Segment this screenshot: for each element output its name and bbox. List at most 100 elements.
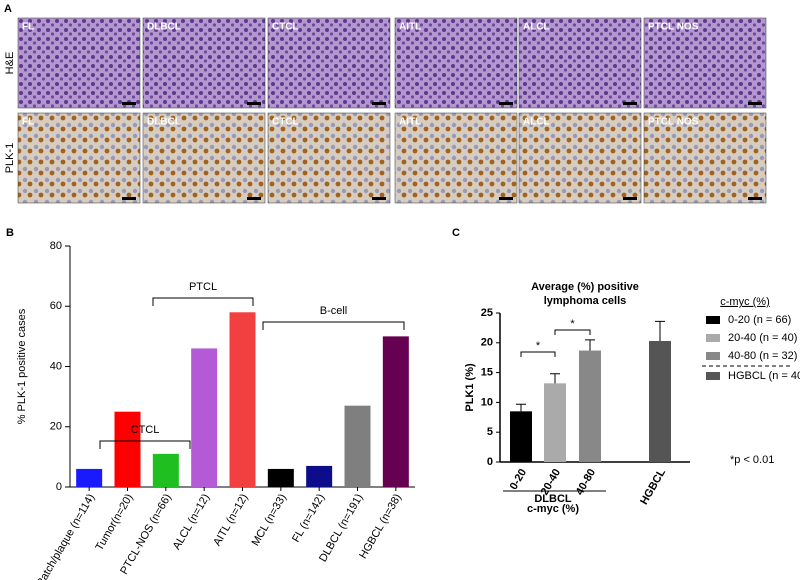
y-tick-label: 40 <box>50 360 62 372</box>
tile-label: DLBCL <box>147 117 181 128</box>
scale-bar <box>623 197 637 200</box>
tile-label: PTCL NOS <box>648 117 699 128</box>
micrograph <box>518 17 642 109</box>
bar <box>579 350 601 462</box>
bar <box>510 411 532 462</box>
error-bar <box>585 339 595 351</box>
scale-bar <box>499 102 513 105</box>
micrograph <box>142 17 266 109</box>
scale-bar <box>499 197 513 200</box>
y-tick-label: 20 <box>481 337 493 349</box>
micrograph <box>267 112 391 204</box>
x-tick-label: HGBCL <box>638 467 668 507</box>
scale-bar <box>372 197 386 200</box>
group-label: B-cell <box>320 305 348 317</box>
legend-swatch <box>706 352 720 360</box>
significance-bracket <box>554 329 591 335</box>
group-bracket <box>99 440 191 449</box>
x-tick-label: Patch/plaque (n=114) <box>35 492 98 580</box>
micrograph <box>643 112 767 204</box>
x-tick-label: MCL (n=33) <box>250 492 289 548</box>
tile-label: DLBCL <box>147 22 181 33</box>
y-tick-label: 20 <box>50 421 62 433</box>
scale-bar <box>122 102 136 105</box>
error-bar <box>550 373 560 384</box>
micrograph <box>394 112 518 204</box>
y-tick-label: 10 <box>481 396 493 408</box>
y-tick-label: 80 <box>50 240 62 252</box>
footnote: *p < 0.01 <box>730 454 774 466</box>
bar <box>76 468 103 487</box>
scale-bar <box>247 197 261 200</box>
group-label: CTCL <box>131 424 160 436</box>
tile-label: AITL <box>399 117 421 128</box>
x-tick-label: 40-80 <box>574 467 598 497</box>
micrograph <box>267 17 391 109</box>
legend-entry: 20-40 (n = 40) <box>728 332 797 344</box>
chart-title: lymphoma cells <box>544 295 627 307</box>
group-label: c-myc (%) <box>527 503 579 515</box>
chart-title: Average (%) positive <box>531 281 639 293</box>
y-tick-label: 5 <box>487 426 493 438</box>
panel-letter: C <box>452 227 460 239</box>
row-label: H&E <box>4 52 16 75</box>
x-tick-label: AITL (n=12) <box>211 492 250 548</box>
group-label: DLBCL <box>534 493 572 505</box>
y-tick-label: 60 <box>50 300 62 312</box>
tile-label: CTCL <box>272 22 299 33</box>
tile-label: FL <box>22 22 34 33</box>
bar <box>152 453 179 487</box>
error-bar <box>516 403 526 412</box>
group-bracket <box>262 321 405 330</box>
row-label: PLK-1 <box>4 143 16 174</box>
scale-bar <box>247 102 261 105</box>
micrograph <box>394 17 518 109</box>
x-tick-label: Tumor(n=20) <box>93 492 135 553</box>
x-tick-label: 0-20 <box>508 467 529 492</box>
micrograph <box>643 17 767 109</box>
legend-swatch <box>706 334 720 342</box>
legend-swatch <box>706 372 720 380</box>
legend-entry: HGBCL (n = 40) <box>728 370 800 382</box>
significance-bracket <box>520 351 556 357</box>
bar <box>191 348 218 487</box>
tile-label: AITL <box>399 22 421 33</box>
tile-label: PTCL NOS <box>648 22 699 33</box>
y-axis-label: % PLK-1 positive cases <box>16 308 28 424</box>
x-tick-label: ALCL (n=12) <box>171 492 213 552</box>
y-tick-label: 0 <box>56 481 62 493</box>
bar <box>306 465 333 487</box>
tile-label: ALCL <box>523 22 550 33</box>
tile-label: ALCL <box>523 117 550 128</box>
bar <box>544 383 566 462</box>
bar <box>649 341 671 462</box>
significance-star: * <box>570 318 575 330</box>
micrograph <box>17 17 141 109</box>
legend-entry: 0-20 (n = 66) <box>728 314 791 326</box>
legend-swatch <box>706 316 720 324</box>
tile-label: CTCL <box>272 117 299 128</box>
y-tick-label: 15 <box>481 367 493 379</box>
bar <box>114 411 141 487</box>
bar <box>344 405 371 487</box>
scale-bar <box>372 102 386 105</box>
significance-star: * <box>536 340 541 352</box>
y-tick-label: 0 <box>487 456 493 468</box>
scale-bar <box>623 102 637 105</box>
micrograph <box>518 112 642 204</box>
scale-bar <box>748 197 762 200</box>
panel-letter: A <box>4 3 12 15</box>
micrograph <box>142 112 266 204</box>
bar <box>267 468 294 487</box>
legend-entry: 40-80 (n = 32) <box>728 350 797 362</box>
tile-label: FL <box>22 117 34 128</box>
group-bracket <box>152 297 254 306</box>
bar <box>382 336 409 487</box>
scale-bar <box>748 102 762 105</box>
legend-title: c-myc (%) <box>720 296 770 308</box>
x-tick-label: FL (n=142) <box>290 492 327 545</box>
x-tick-label: HGBCL (n=38) <box>357 492 404 561</box>
bar <box>229 312 256 487</box>
micrograph <box>17 112 141 204</box>
